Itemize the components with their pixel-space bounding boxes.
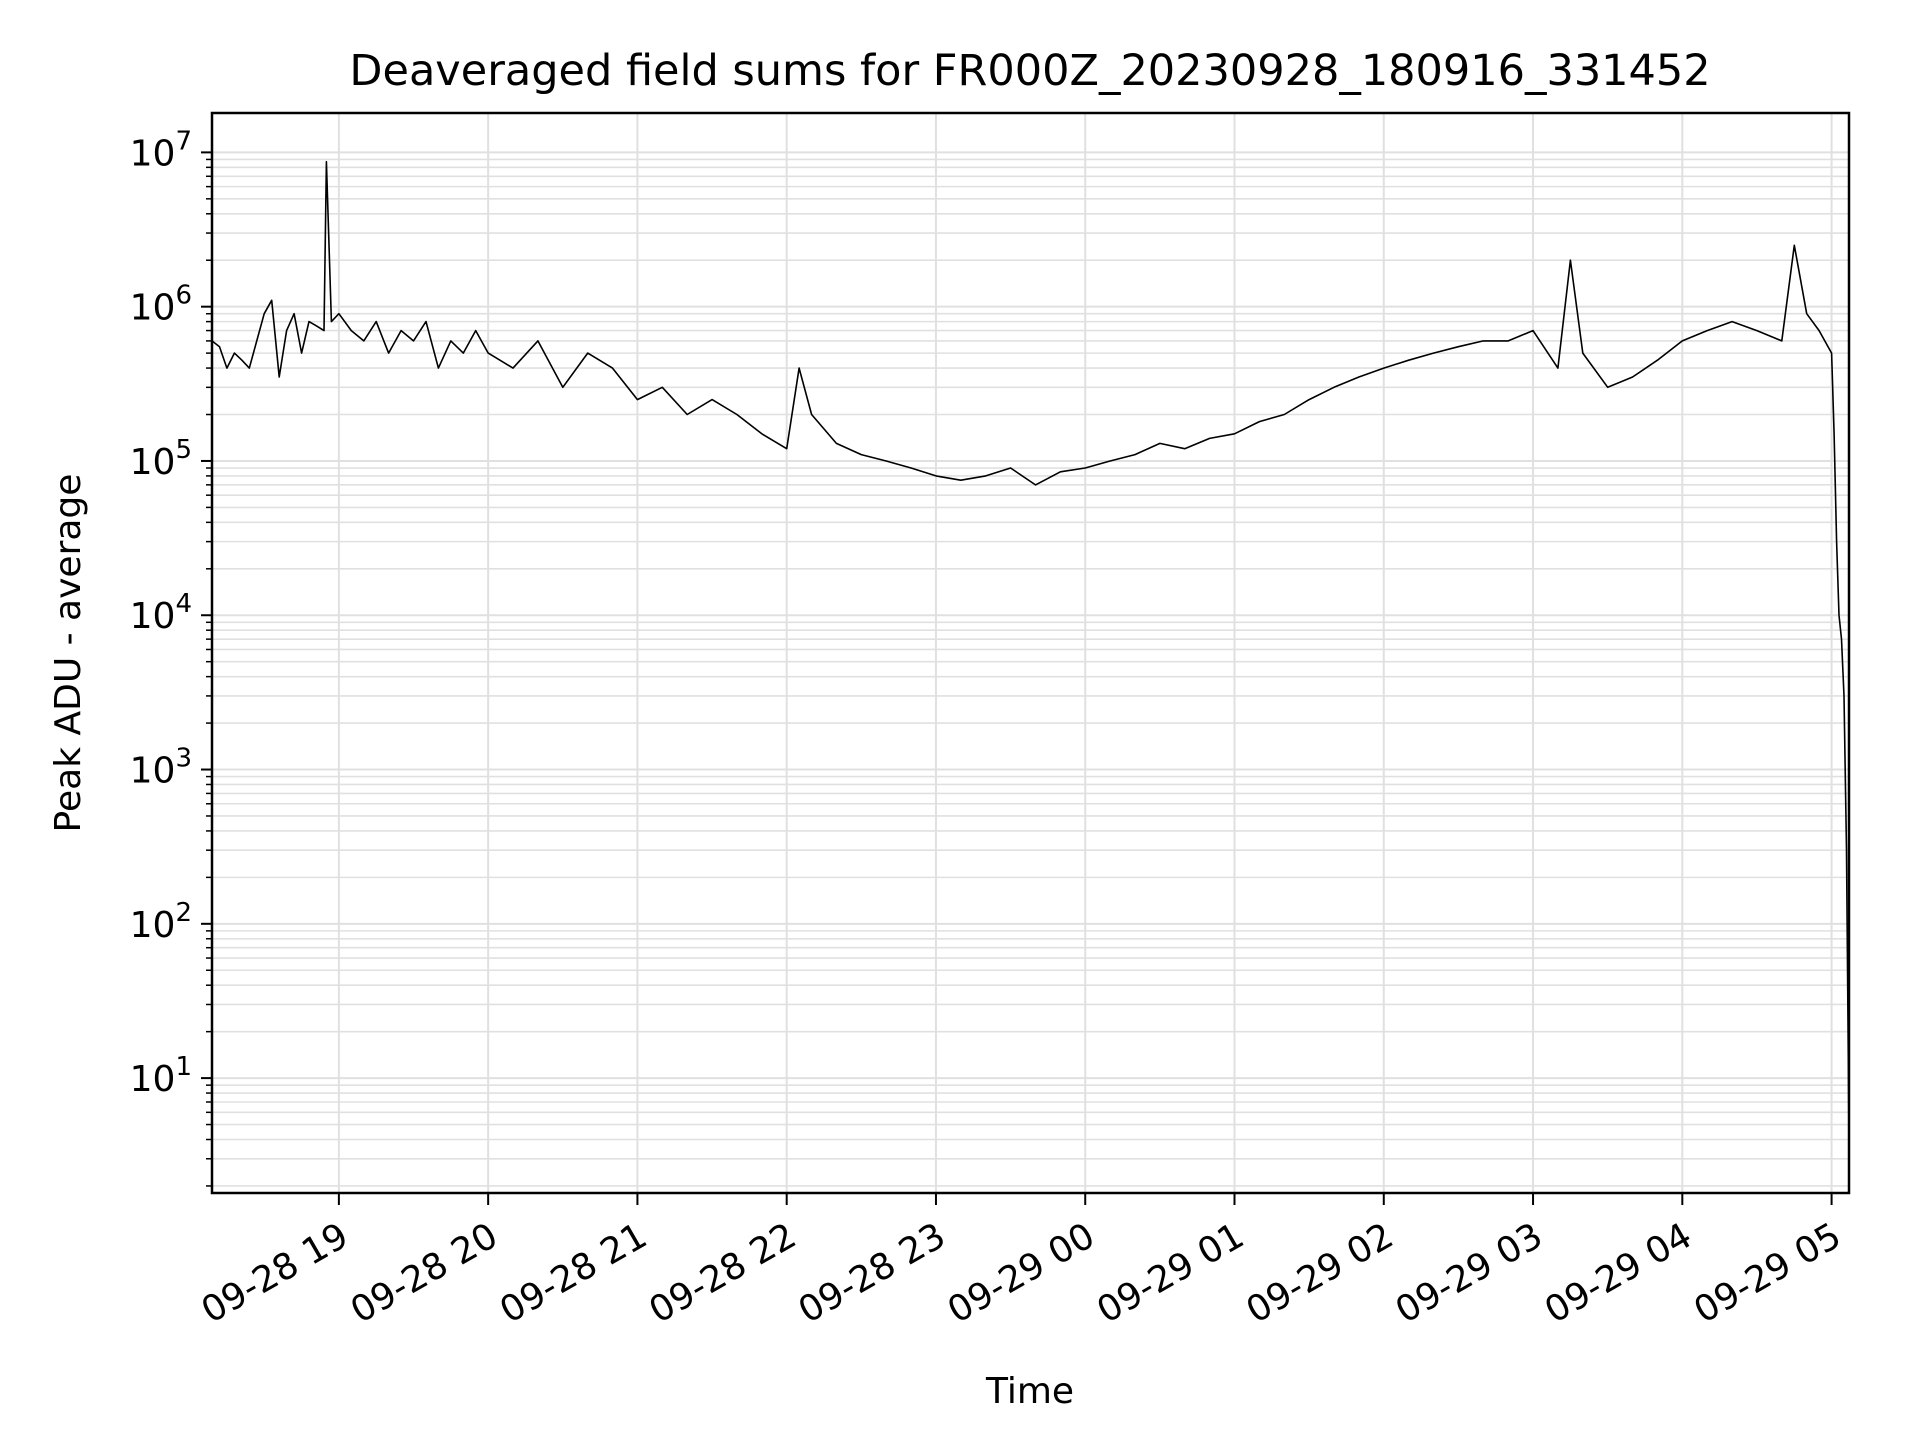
y-tick-label: 101 — [130, 1052, 192, 1100]
series-line — [211, 160, 1850, 1140]
chart-title: Deaveraged field sums for FR000Z_2023092… — [349, 46, 1710, 96]
y-axis: 101 102 103 104 105 106 107 — [130, 126, 212, 1187]
y-tick-label: 107 — [130, 126, 192, 174]
x-tick-label: 09-29 05 — [1687, 1215, 1848, 1331]
x-tick-label: 09-28 22 — [643, 1215, 804, 1331]
y-tick-label: 102 — [130, 898, 192, 946]
y-tick-label: 105 — [130, 435, 192, 483]
x-tick-label: 09-29 03 — [1389, 1215, 1550, 1331]
x-tick-label: 09-29 02 — [1240, 1215, 1401, 1331]
x-tick-label: 09-28 19 — [195, 1215, 356, 1331]
x-tick-label: 09-28 20 — [344, 1215, 505, 1331]
y-tick-label: 106 — [130, 281, 192, 329]
x-axis-label: Time — [985, 1371, 1074, 1412]
y-axis-label: Peak ADU - average — [48, 474, 89, 833]
x-tick-label: 09-29 01 — [1090, 1215, 1251, 1331]
x-tick-label: 09-29 04 — [1538, 1215, 1699, 1331]
x-tick-label: 09-29 00 — [941, 1215, 1102, 1331]
grid — [212, 113, 1849, 1193]
plot-frame — [210, 111, 1851, 1195]
y-tick-label: 103 — [130, 744, 192, 792]
x-tick-label: 09-28 21 — [493, 1215, 654, 1331]
x-tick-label: 09-28 23 — [792, 1215, 953, 1331]
y-tick-label: 104 — [130, 589, 192, 637]
